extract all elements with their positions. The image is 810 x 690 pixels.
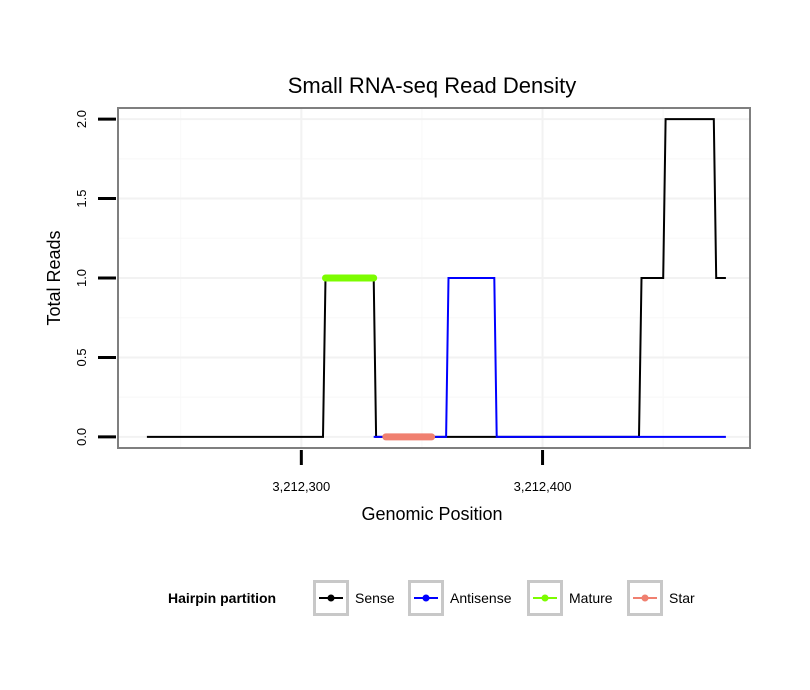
legend-title: Hairpin partition [168,590,276,606]
legend-key-dot [641,594,649,602]
legend-label: Star [669,590,695,606]
x-tick-label: 3,212,300 [272,479,330,494]
legend-label: Sense [355,590,395,606]
plot-border [117,107,751,449]
y-tick-label: 1.0 [74,269,89,287]
legend-item-sense: Sense [313,580,395,616]
legend-item-antisense: Antisense [408,580,512,616]
legend-item-star: Star [627,580,695,616]
series-layer [146,118,726,441]
chart-title: Small RNA-seq Read Density [288,73,577,98]
legend-key-dot [422,594,430,602]
y-tick-label: 2.0 [74,110,89,128]
series-sense [146,118,726,438]
legend-key-dot [327,594,335,602]
y-tick-label: 0.0 [74,428,89,446]
y-tick-label: 0.5 [74,348,89,366]
y-axis-title: Total Reads [44,230,64,325]
legend-label: Mature [569,590,613,606]
legend: Hairpin partition Sense Antisense Mature St… [168,580,695,616]
axes: 0.0 0.5 1.0 1.5 2.0 3,212,300 3,212,400 [74,110,571,494]
y-tick-label: 1.5 [74,190,89,208]
legend-label: Antisense [450,590,512,606]
legend-key-dot [541,594,549,602]
x-tick-label: 3,212,400 [514,479,572,494]
x-axis-title: Genomic Position [361,504,502,524]
legend-item-mature: Mature [527,580,613,616]
